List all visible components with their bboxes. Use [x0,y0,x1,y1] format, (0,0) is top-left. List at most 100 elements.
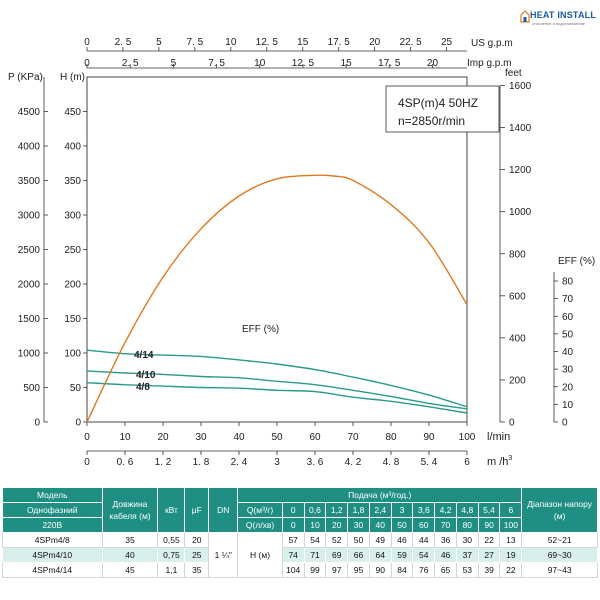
imp-gpm-tick-label: 15 [341,58,353,69]
pressure-ticks: 0 500 1000 1500 2000 2500 3000 3500 4000 4500 [18,107,48,429]
flow-m3h-unit: m /h3 [487,455,512,468]
q-m3-cell: 5,4 [477,502,501,518]
imp-gpm-tick-label: 10 [254,58,266,69]
feet-tick-label: 1400 [509,123,532,134]
us-gpm-ticks: 0 2. 5 5 7. 5 10 12. 5 15 17. 5 20 22. 5 25 [84,37,453,51]
us-gpm-tick-label: 2. 5 [115,37,132,48]
eff-tick-label: 80 [562,277,574,288]
q-m3-cell: 3 [390,502,414,518]
feet-tick-label: 1200 [509,165,532,176]
eff-tick-label: 10 [562,400,574,411]
header-q-lmin: Q(л/хв) [237,517,283,533]
head-tick-label: 300 [64,211,81,222]
kw-cell: 0,55 [157,532,186,548]
head-cell: 22 [499,562,523,578]
header-dn: DN [208,487,239,533]
range-cell: 97~43 [521,562,598,578]
pump-performance-chart: 4SP(m)4 50HZ n=2850r/min US g.p.m Imp g.… [8,37,595,468]
imp-gpm-unit: Imp g.p.m [467,58,511,69]
flow-lmin-tick-label: 0 [84,432,90,443]
imp-gpm-tick-label: 5 [171,58,177,69]
flow-lmin-tick-label: 50 [271,432,283,443]
head-cell: 49 [368,532,392,548]
flow-lmin-tick-label: 10 [119,432,131,443]
q-l-cell: 30 [347,517,370,533]
feet-tick-label: 200 [509,375,526,386]
series-label-4-14: 4/14 [134,350,154,361]
eff-axis-label: EFF (%) [558,256,595,267]
model-cell: 4SPm4/8 [2,532,103,548]
head-cell: 36 [434,532,457,548]
pressure-tick-label: 4000 [18,142,41,153]
eff-tick-label: 40 [562,347,574,358]
pressure-tick-label: 2500 [18,245,41,256]
flow-m3h-tick-label: 0 [84,457,90,468]
head-cell: 54 [412,547,436,563]
head-cell: 52 [325,532,349,548]
flow-m3h-ticks: 0 0. 6 1. 2 1. 8 2. 4 3 3. 6 4. 2 4. 8 5. 4 6 [84,451,470,468]
pressure-tick-label: 4500 [18,107,41,118]
head-cell: 99 [303,562,327,578]
head-cell: 84 [390,562,414,578]
flow-m3h-tick-label: 3 [274,457,280,468]
imp-gpm-tick-label: 20 [427,58,439,69]
feet-ticks: 0 200 400 600 800 1000 1200 1400 1600 [500,81,532,429]
brand-name: HEAT INSTALL [530,10,597,20]
series-label-eff: EFF (%) [242,324,279,335]
q-m3-cell: 0,6 [303,502,327,518]
flow-lmin-tick-label: 60 [309,432,321,443]
eff-tick-label: 70 [562,294,574,305]
q-l-cell: 10 [303,517,327,533]
flow-lmin-tick-label: 40 [233,432,245,443]
chart-subtitle: n=2850r/min [398,114,465,128]
head-cell: 66 [347,547,370,563]
q-m3-cell: 6 [499,502,523,518]
head-cell: 22 [477,532,501,548]
head-cell: 69 [325,547,349,563]
us-gpm-tick-label: 10 [225,37,237,48]
q-m3-cell: 4,8 [455,502,479,518]
q-l-cell: 40 [368,517,392,533]
head-cell: 76 [412,562,436,578]
q-m3-cell: 1,2 [325,502,349,518]
q-l-cell: 0 [281,517,305,533]
header-model: Модель [2,487,103,503]
head-cell: 90 [368,562,392,578]
range-cell: 52~21 [521,532,598,548]
eff-tick-label: 0 [562,418,568,429]
specification-table: Модель Довжина кабеля (м) кВт μF DN Пода… [2,487,598,578]
flow-lmin-tick-label: 90 [423,432,435,443]
flow-m3h-tick-label: 5. 4 [421,457,438,468]
flow-m3h-tick-label: 4. 8 [383,457,400,468]
q-l-cell: 50 [390,517,414,533]
head-tick-label: 250 [64,245,81,256]
imp-gpm-ticks: 0 2. 5 5 7. 5 10 12. 5 15 17. 5 20 [84,58,438,69]
q-l-cell: 90 [477,517,501,533]
feet-tick-label: 600 [509,291,526,302]
model-cell: 4SPm4/14 [2,562,103,578]
house-icon [520,10,530,23]
flow-m3h-tick-label: 2. 4 [231,457,248,468]
head-cell: 104 [281,562,305,578]
flow-m3h-tick-label: 4. 2 [345,457,362,468]
uf-cell: 25 [184,547,210,563]
q-l-cell: 100 [499,517,523,533]
head-cell: 97 [325,562,349,578]
q-m3-cell: 2,4 [368,502,392,518]
pressure-tick-label: 2000 [18,280,41,291]
flow-lmin-tick-label: 70 [347,432,359,443]
flow-lmin-tick-label: 80 [385,432,397,443]
q-l-cell: 20 [325,517,349,533]
feet-tick-label: 1600 [509,81,532,92]
q-m3-cell: 0 [281,502,305,518]
head-cell: 74 [281,547,305,563]
flow-m3h-tick-label: 1. 2 [155,457,172,468]
flow-lmin-tick-label: 30 [195,432,207,443]
head-tick-label: 50 [70,383,82,394]
pressure-tick-label: 3500 [18,176,41,187]
q-m3-cell: 1,8 [347,502,370,518]
pressure-tick-label: 1500 [18,314,41,325]
q-m3-cell: 4,2 [434,502,457,518]
brand-tagline: отопление и водоснабжение [532,21,586,26]
feet-axis-label: feet [505,68,522,79]
